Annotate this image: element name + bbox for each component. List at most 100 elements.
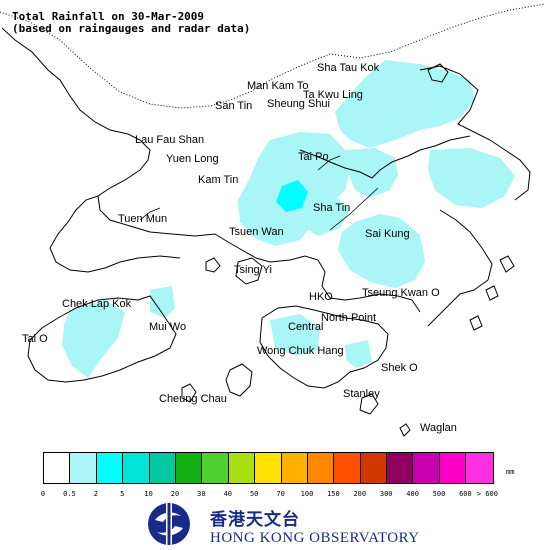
legend-swatch-9 — [281, 453, 308, 483]
place-label-lau-fau-shan: Lau Fau Shan — [135, 134, 205, 146]
place-label-hko: HKO — [309, 291, 333, 303]
legend-swatch-3 — [123, 453, 150, 483]
legend-tick-label: 5 — [120, 490, 125, 498]
place-label-stanley: Stanley — [343, 388, 380, 400]
coastline-lantau — [27, 295, 177, 383]
coastline-group — [1, 27, 531, 437]
place-label-kam-tin: Kam Tin — [198, 174, 239, 186]
rainfall-legend — [43, 452, 494, 484]
coastline-sai-kung-peninsula — [427, 209, 493, 327]
map-subtitle: (based on raingauges and radar data) — [12, 22, 251, 35]
legend-swatch-13 — [387, 453, 414, 483]
rain-area-group — [62, 60, 515, 378]
place-label-sha-tin: Sha Tin — [313, 202, 351, 214]
legend-tick-label: 100 — [300, 490, 314, 498]
coastline-nt-south — [214, 233, 421, 313]
coastline-sha-tau-kok-island — [427, 63, 449, 83]
legend-tick-label: 200 — [353, 490, 367, 498]
rain-area-wong-chuk-hang — [270, 314, 320, 356]
hko-logo-english: HONG KONG OBSERVATORY — [210, 530, 420, 546]
rainfall-map: Total Rainfall on 30-Mar-2009 (based on … — [0, 3, 545, 437]
legend-swatch-15 — [439, 453, 467, 483]
legend-swatch-11 — [334, 453, 361, 483]
place-label-sheung-shui: Sheung Shui — [267, 98, 330, 110]
place-label-tai-po: Tai Po — [298, 151, 329, 163]
legend-tick-label: 0 — [40, 490, 46, 498]
rain-area-kam-tin-heavy — [276, 180, 308, 212]
legend-tick-label: 0.5 — [63, 490, 76, 498]
legend-tick-label: 10 — [144, 490, 153, 498]
place-label-tsing-yi: Tsing Yi — [234, 264, 272, 276]
coastline-tolo-harbour — [299, 135, 471, 179]
coastline-lamma — [225, 363, 253, 397]
legend-unit: mm — [506, 468, 515, 476]
hko-logo-icon — [148, 503, 190, 545]
rain-area-lantau — [62, 300, 125, 378]
legend-tick-label: 500 — [432, 490, 446, 498]
place-label-man-kam-to: Man Kam To — [247, 80, 309, 92]
legend-tick-label: 30 — [197, 490, 206, 498]
legend-swatch-0 — [44, 453, 71, 483]
place-label-wong-chuk-hang: Wong Chuk Hang — [257, 345, 344, 357]
legend-tick-label: 300 — [379, 490, 393, 498]
rain-area-shek-o — [345, 340, 372, 368]
place-label-north-point: North Point — [321, 312, 377, 324]
legend-swatch-7 — [228, 453, 256, 483]
legend-swatch-1 — [70, 453, 97, 483]
rain-area-east — [428, 148, 515, 208]
hong-kong-map — [0, 3, 545, 437]
legend-swatch-8 — [255, 453, 282, 483]
coastline-mirs-bay — [419, 65, 531, 201]
rain-area-tai-po — [345, 148, 398, 198]
place-label-tuen-mun: Tuen Mun — [118, 213, 168, 225]
legend-tick-label: 600 — [459, 490, 472, 498]
place-label-central: Central — [288, 321, 324, 333]
coastline-po-toi — [359, 393, 379, 415]
place-label-tsuen-wan: Tsuen Wan — [229, 226, 284, 238]
map-title: Total Rainfall on 30-Mar-2009 — [12, 10, 205, 23]
road-tuen-mun — [139, 207, 161, 221]
rain-area-mui-wo — [150, 286, 175, 318]
coastline-tuen-mun-west — [49, 195, 181, 273]
hko-logo-chinese: 香港天文台 — [210, 510, 300, 530]
legend-tick-label: 40 — [223, 490, 233, 498]
legend-tick-label: 70 — [276, 490, 285, 498]
coastline-east-islands — [469, 255, 515, 331]
coastline-hk-island — [259, 305, 389, 389]
place-label-tai-o: Tai O — [22, 333, 48, 345]
legend-swatch-14 — [413, 453, 440, 483]
legend-swatch-2 — [96, 453, 124, 483]
legend-tick-label: 150 — [327, 490, 340, 498]
legend-tick-label: > 600 — [476, 490, 498, 498]
rain-area-sai-kung — [338, 214, 425, 288]
legend-swatch-10 — [307, 453, 335, 483]
coastline-cheung-chau — [181, 383, 197, 403]
border-dotted-line — [0, 3, 545, 109]
place-label-san-tin: San Tin — [215, 100, 253, 112]
road-sha-tin — [329, 187, 379, 231]
legend-swatch-6 — [202, 453, 229, 483]
place-label-chek-lap-kok: Chek Lap Kok — [62, 298, 132, 310]
legend-tick-label: 400 — [406, 490, 419, 498]
legend-tick-label: 50 — [249, 490, 259, 498]
legend-swatch-12 — [360, 453, 388, 483]
legend-swatch-4 — [149, 453, 176, 483]
legend-swatch-5 — [175, 453, 203, 483]
rain-area-sha-tin — [300, 196, 350, 236]
coastline-tsing-yi — [235, 257, 263, 285]
place-label-ta-kwu-ling: Ta Kwu Ling — [303, 89, 363, 101]
place-label-mui-wo: Mui Wo — [149, 321, 187, 333]
place-label-waglan: Waglan — [420, 422, 457, 434]
place-label-shek-o: Shek O — [381, 362, 418, 374]
legend-tick-label: 2 — [93, 490, 98, 498]
coastline-waglan — [399, 423, 411, 437]
road-tai-po — [317, 155, 341, 171]
place-label-sha-tau-kok: Sha Tau Kok — [317, 62, 380, 74]
legend-tick-label: 20 — [170, 490, 180, 498]
place-label-tseung-kwan-o: Tseung Kwan O — [362, 287, 440, 299]
legend-swatch-16 — [466, 453, 493, 483]
road-group — [139, 155, 379, 231]
place-label-sai-kung: Sai Kung — [365, 228, 410, 240]
place-label-cheung-chau: Cheung Chau — [159, 393, 227, 405]
